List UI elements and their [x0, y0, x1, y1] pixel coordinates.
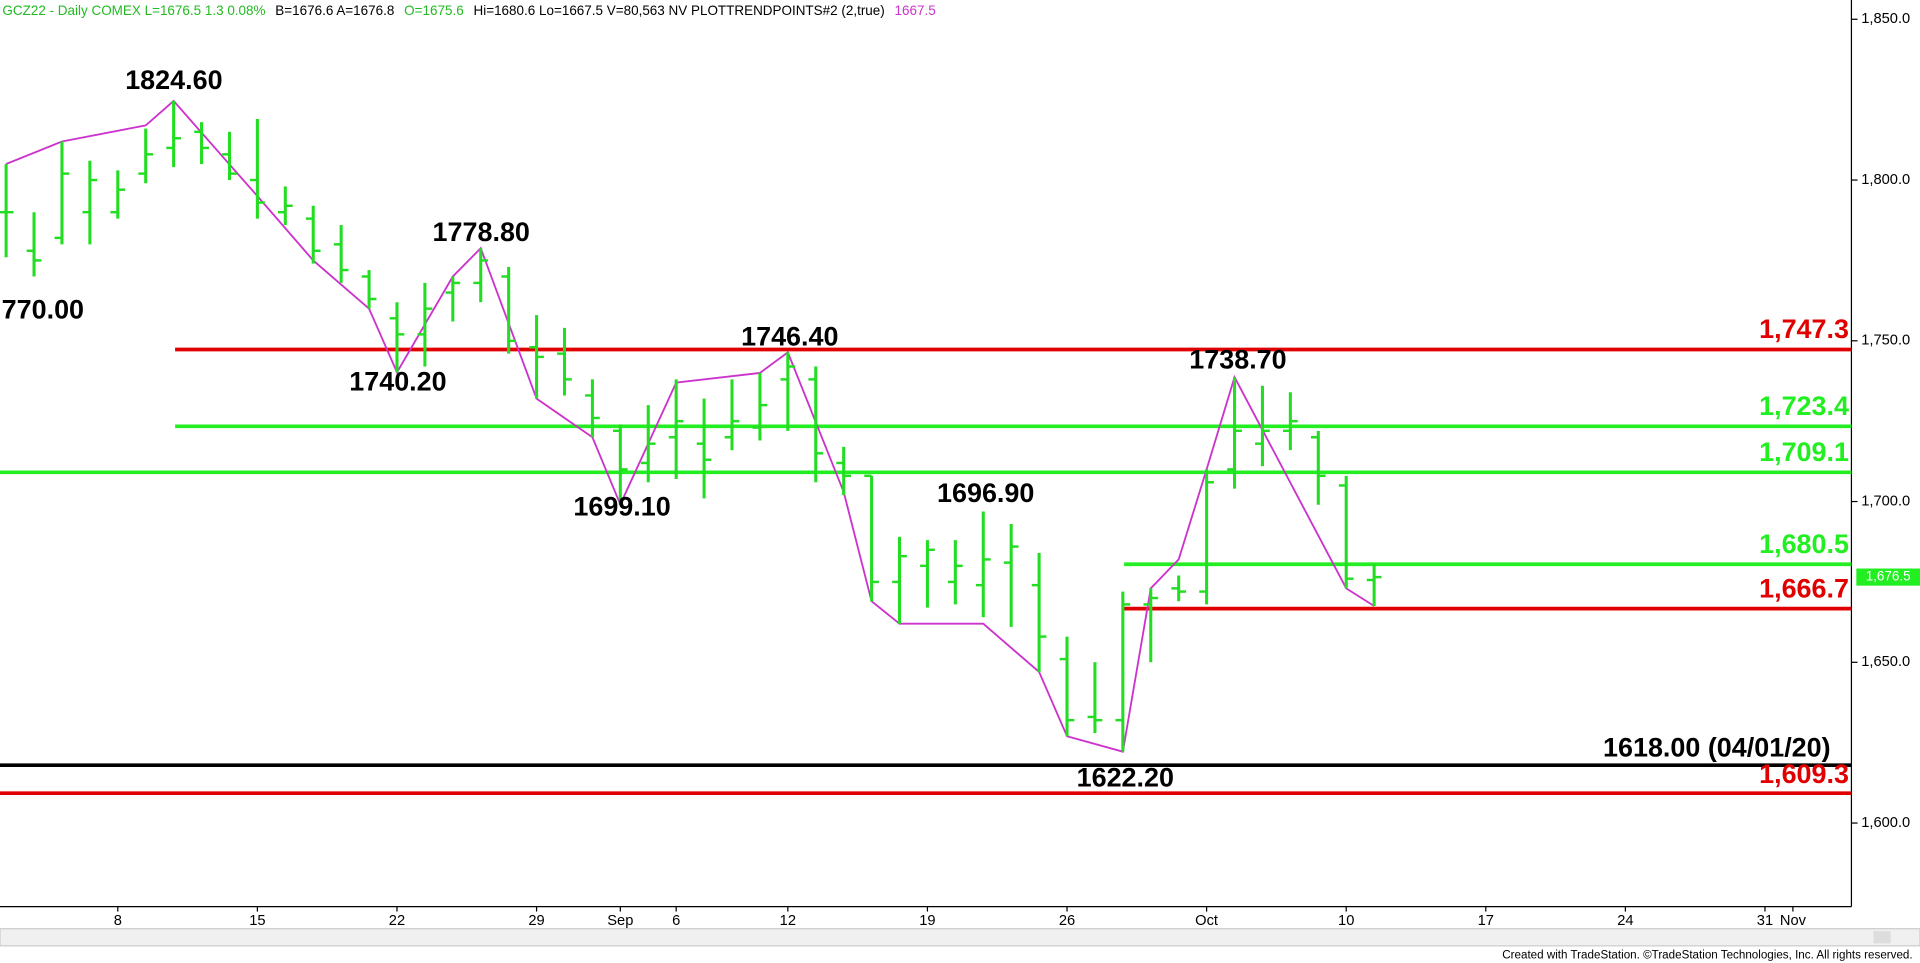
x-tick-label: 15 — [249, 913, 265, 929]
x-tick-label: 31 — [1757, 913, 1773, 929]
pivot-label: 1824.60 — [125, 65, 222, 95]
header-segment: GCZ22 - Daily COMEX L=1676.5 1.3 0.08% — [2, 3, 265, 18]
pivot-label: 1696.90 — [937, 478, 1034, 508]
header-segment: Hi=1680.6 Lo=1667.5 V=80,563 NV PLOTTREN… — [473, 3, 884, 18]
level-label: 1,709.1 — [1759, 437, 1849, 467]
footer: Created with TradeStation. ©TradeStation… — [1502, 949, 1912, 962]
pivot-label: 770.00 — [2, 294, 84, 324]
level-label: 1,609.3 — [1759, 759, 1849, 789]
header-segment: O=1675.6 — [404, 3, 464, 18]
level-label: 1,747.3 — [1759, 314, 1849, 344]
x-tick-label: 10 — [1338, 913, 1354, 929]
last-price-label: 1,676.5 — [1866, 569, 1911, 584]
header-segment: 1667.5 — [895, 3, 936, 18]
x-tick-label: 24 — [1617, 913, 1633, 929]
x-tick-label: Nov — [1780, 913, 1807, 929]
y-tick-label: 1,700.0 — [1861, 493, 1910, 509]
level-label: 1,723.4 — [1759, 391, 1849, 421]
level-label: 1618.00 (04/01/20) — [1603, 732, 1831, 762]
last-price-box — [1856, 568, 1920, 586]
pivot-label: 1738.70 — [1189, 345, 1286, 375]
y-tick-label: 1,800.0 — [1861, 172, 1910, 188]
level-label: 1,680.5 — [1759, 529, 1849, 559]
y-tick-label: 1,600.0 — [1861, 815, 1910, 831]
scroll-thumb[interactable] — [1873, 931, 1891, 944]
level-label: 1,666.7 — [1759, 573, 1849, 603]
y-tick-label: 1,850.0 — [1861, 11, 1910, 27]
x-tick-label: 26 — [1059, 913, 1075, 929]
x-tick-label: Oct — [1195, 913, 1218, 929]
trend-line — [5, 99, 1375, 753]
header-segment: B=1676.6 A=1676.8 — [275, 3, 394, 18]
x-tick-label: 6 — [672, 913, 680, 929]
x-tick-label: 17 — [1478, 913, 1494, 929]
pivot-label: 1746.40 — [741, 321, 838, 351]
pivot-label: 1740.20 — [349, 367, 446, 397]
x-tick-label: 22 — [389, 913, 405, 929]
pivot-label: 1622.20 — [1077, 762, 1174, 792]
x-tick-label: 8 — [114, 913, 122, 929]
x-tick-label: 29 — [528, 913, 544, 929]
x-tick-label: 12 — [780, 913, 796, 929]
x-tick-label: 19 — [919, 913, 935, 929]
y-tick-label: 1,650.0 — [1861, 654, 1910, 670]
pivot-label: 1699.10 — [573, 492, 670, 522]
scrollbar[interactable] — [0, 928, 1920, 947]
x-tick-label: Sep — [607, 913, 633, 929]
y-tick-label: 1,750.0 — [1861, 333, 1910, 349]
header: GCZ22 - Daily COMEX L=1676.5 1.3 0.08% B=… — [2, 3, 935, 18]
pivot-label: 1778.80 — [433, 217, 530, 247]
